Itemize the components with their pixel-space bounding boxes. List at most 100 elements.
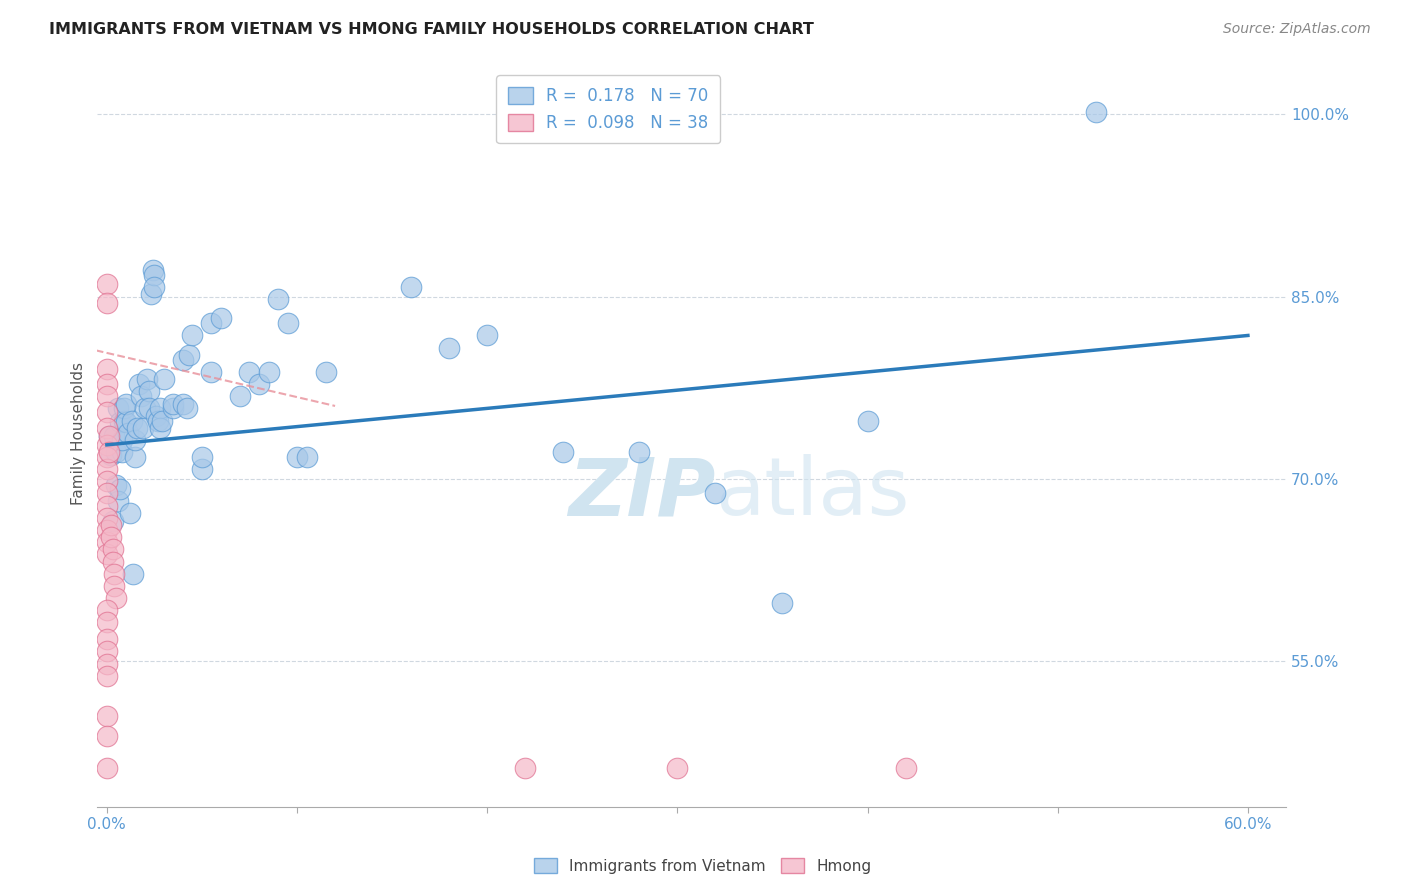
Point (97, 429, 120, 443)
Point (553, 445, 575, 459)
Point (96, 761, 118, 775)
Point (111, 445, 134, 459)
Point (101, 554, 124, 568)
Text: IMMIGRANTS FROM VIETNAM VS HMONG FAMILY HOUSEHOLDS CORRELATION CHART: IMMIGRANTS FROM VIETNAM VS HMONG FAMILY … (49, 22, 814, 37)
Point (191, 462, 214, 476)
Point (124, 433, 146, 447)
Point (117, 425, 139, 440)
Point (176, 401, 198, 416)
Point (399, 280, 422, 294)
Point (129, 389, 152, 403)
Point (267, 292, 290, 306)
Point (96, 362, 118, 376)
Point (162, 401, 184, 416)
Point (96, 535, 118, 549)
Point (247, 377, 270, 392)
Point (96, 377, 118, 392)
Point (100, 530, 122, 544)
Point (96, 657, 118, 671)
Point (704, 486, 727, 500)
Point (128, 377, 150, 392)
Point (135, 372, 157, 386)
Point (229, 389, 252, 403)
Point (515, 761, 537, 775)
Point (277, 316, 299, 330)
Point (1084, 104, 1107, 119)
Point (141, 263, 163, 277)
Point (172, 352, 194, 367)
Point (105, 478, 128, 492)
Point (103, 566, 125, 581)
Point (238, 365, 260, 379)
Point (124, 450, 146, 464)
Point (181, 328, 204, 343)
Point (105, 591, 128, 605)
Point (96, 669, 118, 683)
Point (172, 396, 194, 410)
Point (96, 632, 118, 647)
Point (115, 415, 138, 429)
Point (149, 421, 172, 435)
Point (97, 429, 120, 443)
Y-axis label: Family Households: Family Households (72, 362, 86, 505)
Point (96, 462, 118, 476)
Point (112, 413, 135, 427)
Point (96, 421, 118, 435)
Point (257, 365, 280, 379)
Point (108, 415, 131, 429)
Point (118, 506, 141, 520)
Point (108, 482, 131, 496)
Point (107, 493, 129, 508)
Point (103, 429, 125, 443)
Point (139, 287, 162, 301)
Point (96, 405, 118, 419)
Point (103, 579, 125, 593)
Point (96, 510, 118, 524)
Point (107, 401, 129, 416)
Point (628, 445, 651, 459)
Point (121, 413, 143, 427)
Point (96, 603, 118, 617)
Point (96, 475, 118, 489)
Point (115, 396, 138, 410)
Point (162, 396, 184, 410)
Point (96, 277, 118, 292)
Point (96, 438, 118, 452)
Point (138, 401, 160, 416)
Point (100, 518, 122, 533)
Point (96, 644, 118, 658)
Point (138, 384, 160, 399)
Point (96, 486, 118, 500)
Point (97, 445, 120, 459)
Point (149, 401, 172, 416)
Legend: Immigrants from Vietnam, Hmong: Immigrants from Vietnam, Hmong (529, 852, 877, 880)
Point (148, 413, 170, 427)
Point (315, 365, 337, 379)
Point (153, 372, 176, 386)
Point (96, 730, 118, 744)
Point (177, 348, 200, 362)
Point (127, 421, 149, 435)
Point (111, 433, 134, 447)
Point (150, 413, 173, 427)
Text: atlas: atlas (716, 454, 910, 533)
Point (96, 450, 118, 464)
Point (285, 450, 308, 464)
Point (96, 615, 118, 630)
Point (477, 328, 499, 343)
Point (96, 295, 118, 310)
Point (145, 409, 167, 423)
Point (96, 499, 118, 513)
Point (666, 761, 689, 775)
Point (894, 761, 917, 775)
Point (200, 316, 222, 330)
Point (112, 401, 135, 416)
Point (143, 280, 166, 294)
Point (437, 341, 460, 355)
Text: Source: ZipAtlas.com: Source: ZipAtlas.com (1223, 22, 1371, 37)
Point (96, 523, 118, 537)
Point (96, 709, 118, 723)
Point (295, 450, 318, 464)
Point (132, 421, 155, 435)
Text: ZIP: ZIP (568, 454, 716, 533)
